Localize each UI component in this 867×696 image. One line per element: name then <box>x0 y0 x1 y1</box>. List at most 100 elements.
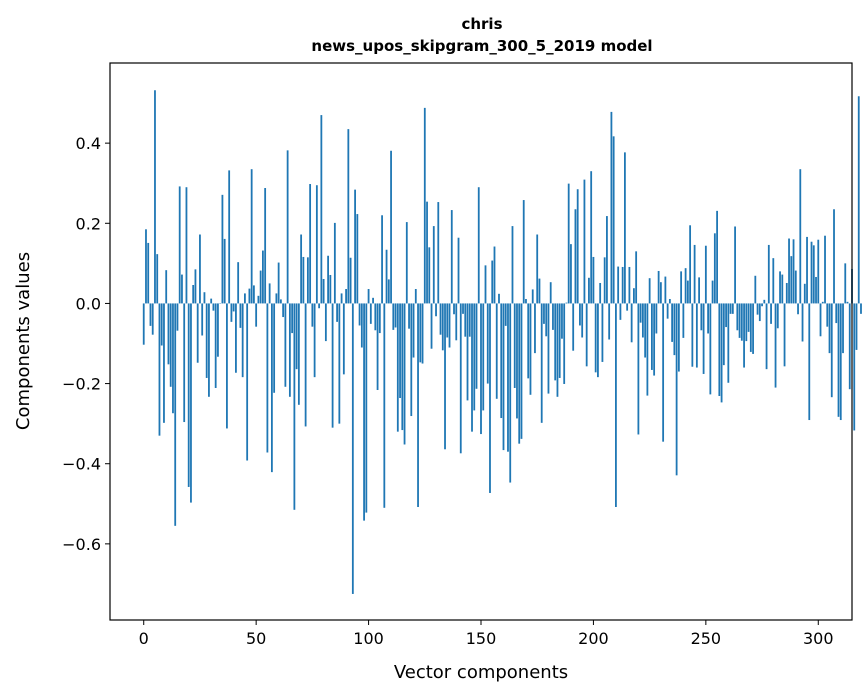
bar <box>446 303 449 338</box>
bar <box>776 303 779 329</box>
y-tick-label: 0.4 <box>76 134 101 153</box>
bar <box>410 303 413 417</box>
bar <box>385 249 388 304</box>
bar <box>437 202 440 304</box>
bar <box>475 303 478 389</box>
bar <box>547 303 550 394</box>
bar <box>259 270 262 304</box>
bar <box>615 303 617 507</box>
y-tick-label: 0.0 <box>76 294 101 313</box>
bar <box>563 303 566 384</box>
bar <box>253 285 255 304</box>
bar <box>405 222 408 304</box>
bar <box>529 303 532 395</box>
bar <box>489 303 491 493</box>
bar <box>830 303 833 398</box>
bar <box>815 276 817 304</box>
bar <box>185 187 188 304</box>
bar <box>538 278 541 304</box>
bar <box>300 234 303 304</box>
plot-frame <box>109 62 853 621</box>
bar <box>262 250 264 304</box>
bar <box>338 303 341 424</box>
bar <box>731 303 734 314</box>
bar <box>702 303 705 374</box>
bar <box>806 236 808 304</box>
bar <box>172 303 174 414</box>
bar <box>693 244 696 304</box>
bar <box>356 214 359 304</box>
bar <box>158 303 161 436</box>
bar <box>473 303 476 411</box>
bar <box>545 303 548 337</box>
bar <box>684 268 687 304</box>
bar <box>491 260 494 304</box>
bar <box>711 280 714 304</box>
bar <box>740 303 743 341</box>
bar <box>466 303 469 401</box>
chart-title-line2: news_upos_skipgram_300_5_2019 model <box>311 37 652 55</box>
bar <box>677 303 680 372</box>
bar <box>608 303 611 340</box>
bar <box>671 303 674 342</box>
bar <box>785 282 788 304</box>
x-axis-label: Vector components <box>394 662 568 683</box>
bar <box>367 289 370 304</box>
bar <box>846 301 849 304</box>
bar <box>428 247 431 304</box>
bar <box>333 222 336 304</box>
bar <box>181 274 183 304</box>
bar <box>837 303 840 417</box>
bar <box>369 303 372 324</box>
bar <box>232 303 235 312</box>
bar <box>718 303 721 396</box>
bar <box>174 303 177 526</box>
bar <box>331 303 334 428</box>
bar <box>486 303 489 384</box>
bar <box>594 303 597 373</box>
x-tick-label: 300 <box>803 629 834 648</box>
bar <box>345 289 347 304</box>
bar <box>230 303 233 322</box>
bar <box>716 210 718 304</box>
bar <box>264 188 267 304</box>
bar <box>363 303 365 521</box>
bar <box>635 251 638 304</box>
bar <box>464 303 467 337</box>
bar <box>682 303 685 338</box>
bar <box>698 277 700 304</box>
bar <box>495 303 498 399</box>
bar <box>426 201 428 304</box>
bar <box>239 303 242 328</box>
bar <box>342 303 345 375</box>
bar <box>853 303 856 431</box>
bar <box>435 303 437 317</box>
bar <box>574 209 577 304</box>
bar <box>709 303 712 395</box>
bar <box>477 187 480 304</box>
bar <box>619 303 622 320</box>
bar <box>824 235 826 304</box>
bar <box>297 303 300 405</box>
bar <box>439 303 442 335</box>
bar <box>799 169 802 304</box>
bar <box>590 171 593 304</box>
bar <box>165 270 168 304</box>
bar <box>151 303 154 335</box>
bar <box>630 303 633 343</box>
bar <box>565 302 568 304</box>
bar <box>372 297 374 304</box>
bar <box>293 303 296 510</box>
bar <box>318 303 321 309</box>
bar <box>329 274 332 304</box>
bar <box>444 303 446 450</box>
bar <box>453 303 455 315</box>
bar <box>675 303 678 476</box>
bar <box>302 256 305 304</box>
bar <box>340 293 343 304</box>
bar <box>471 303 473 432</box>
bar <box>779 271 781 304</box>
bar <box>610 111 613 304</box>
bar <box>421 303 424 364</box>
